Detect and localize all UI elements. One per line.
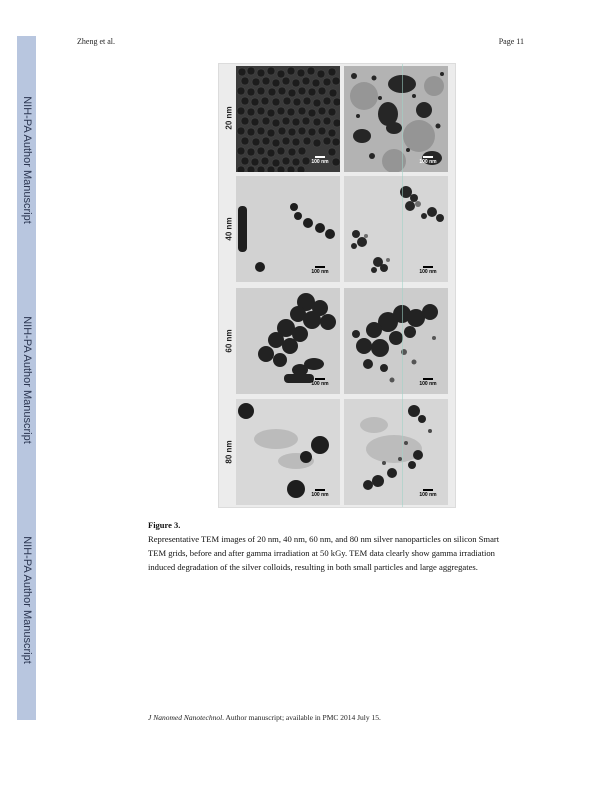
aggregate-field <box>350 72 444 172</box>
scale-bar: 100 nm <box>416 489 440 498</box>
tem-panel-40nm-after: 100 nm <box>344 176 448 282</box>
particle-field <box>236 66 340 172</box>
figure-description: Representative TEM images of 20 nm, 40 n… <box>148 534 500 572</box>
scale-bar: 100 nm <box>416 378 440 387</box>
page-number: Page 11 <box>498 37 524 46</box>
particle-field <box>258 293 336 383</box>
footer-availability: . Author manuscript; available in PMC 20… <box>222 713 381 722</box>
tem-panel-80nm-before: 100 nm <box>236 399 340 505</box>
aggregate-field <box>360 405 432 490</box>
figure-title: Figure 3. <box>148 520 181 530</box>
journal-name: J Nanomed Nanotechnol <box>148 713 223 722</box>
scale-bar: 100 nm <box>308 156 332 165</box>
page-footer: J Nanomed Nanotechnol. Author manuscript… <box>148 713 468 722</box>
tem-panel-20nm-after: 100 nm <box>344 66 448 172</box>
running-head-authors: Zheng et al. <box>77 37 115 46</box>
scale-bar: 100 nm <box>308 266 332 275</box>
particle-field <box>238 203 335 272</box>
tem-figure: 20 nm 100 nm <box>218 63 456 508</box>
scale-bar: 100 nm <box>416 266 440 275</box>
tem-panel-60nm-after: 100 nm <box>344 288 448 394</box>
scale-bar: 100 nm <box>416 156 440 165</box>
manuscript-sidebar <box>17 36 36 720</box>
tem-panel-40nm-before: 100 nm <box>236 176 340 282</box>
aggregate-field <box>351 186 444 273</box>
tem-panel-20nm-before: 100 nm <box>236 66 340 172</box>
scale-bar: 100 nm <box>308 489 332 498</box>
scale-bar: 100 nm <box>308 378 332 387</box>
figure-caption: Figure 3. Representative TEM images of 2… <box>148 520 518 574</box>
tem-panel-80nm-after: 100 nm <box>344 399 448 505</box>
tem-panel-60nm-before: 100 nm <box>236 288 340 394</box>
particle-field <box>238 403 329 498</box>
